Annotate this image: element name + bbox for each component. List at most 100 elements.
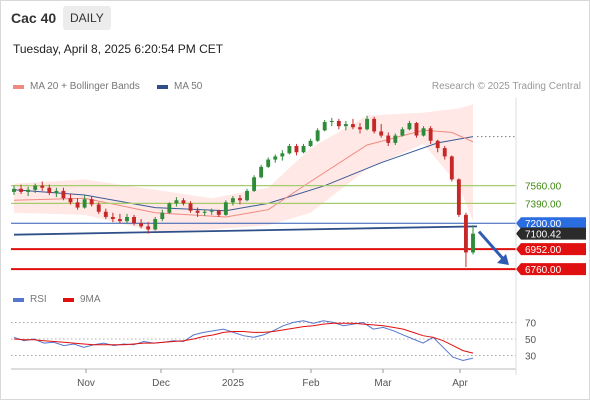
legend-rsi: RSI [13, 294, 47, 305]
candle-body [400, 129, 405, 136]
level-label-7560.00: 7560.00 [525, 182, 562, 193]
level-label-7200.00: 7200.00 [516, 217, 586, 230]
legend-rsi-ma: 9MA [63, 294, 101, 305]
candle-body [153, 219, 158, 230]
candle-body [315, 130, 320, 141]
candle-body [167, 203, 172, 213]
level-label-text: 7560.00 [525, 182, 562, 193]
rsi-tick-50: 50 [525, 335, 537, 346]
ma50-swatch [157, 84, 168, 89]
candle-body [82, 199, 87, 208]
candle-body [435, 140, 440, 149]
candle-body [26, 189, 31, 192]
forecast-arrowhead [497, 253, 509, 265]
candle-body [259, 166, 264, 178]
level-label-6760.00: 6760.00 [516, 263, 586, 276]
candle-body [273, 156, 278, 160]
candle-body [230, 198, 235, 203]
x-tick-Feb: Feb [302, 378, 320, 389]
level-label-7390.00: 7390.00 [525, 199, 562, 210]
candle-body [19, 188, 23, 192]
candle-body [372, 118, 377, 132]
ma20-swatch [13, 84, 24, 89]
candle-body [308, 140, 313, 146]
candle-body [442, 148, 447, 157]
legend-ma50: MA 50 [157, 81, 202, 92]
x-tick-Mar: Mar [374, 378, 392, 389]
level-label-text: 6760.00 [525, 265, 562, 276]
candle-body [146, 226, 151, 230]
level-label-7100.42: 7100.42 [516, 227, 586, 241]
forecast-arrow [477, 230, 507, 262]
candle-body [103, 211, 108, 217]
bollinger-band [14, 104, 473, 232]
trendline [13, 225, 478, 236]
candle-body [358, 127, 362, 130]
candle-body [393, 135, 398, 143]
candle-body [386, 135, 391, 143]
candle-body [414, 123, 419, 136]
x-tick-2025: 2025 [222, 378, 245, 389]
level-label-6952.00: 6952.00 [516, 243, 586, 256]
candle-body [365, 118, 370, 130]
candle-body [223, 202, 228, 215]
rsi-series-9MA [13, 322, 474, 354]
candle-body [245, 190, 249, 201]
candle-body [61, 190, 66, 199]
candle-body [47, 187, 52, 193]
legend-ma20: MA 20 + Bollinger Bands [13, 81, 140, 92]
x-tick-Apr: Apr [452, 378, 468, 389]
level-label-text: 7390.00 [525, 199, 562, 210]
candle-body [40, 185, 45, 188]
x-tick-Nov: Nov [77, 378, 95, 389]
candle-body [322, 122, 327, 131]
candle-body [181, 200, 186, 204]
candle-body [96, 204, 101, 212]
candle-body [110, 216, 115, 220]
rsi-tick-30: 30 [525, 352, 537, 363]
legend-ma50-label: MA 50 [174, 81, 203, 92]
level-label-text: 6952.00 [525, 245, 562, 256]
candle-body [252, 177, 257, 191]
level-label-text: 7200.00 [525, 219, 562, 230]
legend-rsi-ma-label: 9MA [80, 294, 101, 305]
candle-body [351, 124, 355, 128]
rsi-swatch [13, 297, 24, 302]
candle-body [301, 146, 306, 153]
candle-body [456, 179, 461, 215]
ma20-line [13, 129, 474, 218]
candle-body [428, 128, 433, 141]
candle-body [329, 120, 334, 122]
candle-body [238, 198, 242, 201]
candle-body [117, 219, 122, 222]
legend-ma20-label: MA 20 + Bollinger Bands [30, 81, 140, 92]
candle-body [336, 120, 341, 127]
candle-body [33, 185, 38, 190]
research-credit: Research © 2025 Trading Central [431, 81, 581, 92]
candle-body [68, 198, 73, 203]
instrument-title: Cac 40 [11, 10, 57, 26]
candle-body [132, 216, 136, 224]
candle-body [287, 146, 292, 154]
chart-header: Cac 40 DAILY [0, 0, 590, 36]
candle-body [174, 200, 179, 204]
timestamp: Tuesday, April 8, 2025 6:20:54 PM CET [13, 42, 224, 56]
interval-button[interactable]: DAILY [63, 6, 111, 30]
candle-body [139, 223, 144, 227]
candle-body [209, 210, 214, 212]
candle-body [379, 131, 384, 136]
level-label-box [516, 263, 586, 276]
candle-body [216, 210, 221, 215]
candle-body [449, 156, 454, 180]
level-label-text: 7100.42 [525, 230, 562, 241]
candle-body [202, 211, 207, 213]
level-label-box [516, 227, 586, 240]
level-label-box [516, 217, 586, 230]
candle-body [188, 203, 193, 211]
rsi-tick-70: 70 [525, 318, 537, 329]
candle-body [407, 123, 412, 130]
candle-body [89, 199, 94, 205]
rsi-ma-swatch [63, 297, 74, 302]
candle-body [343, 124, 348, 127]
